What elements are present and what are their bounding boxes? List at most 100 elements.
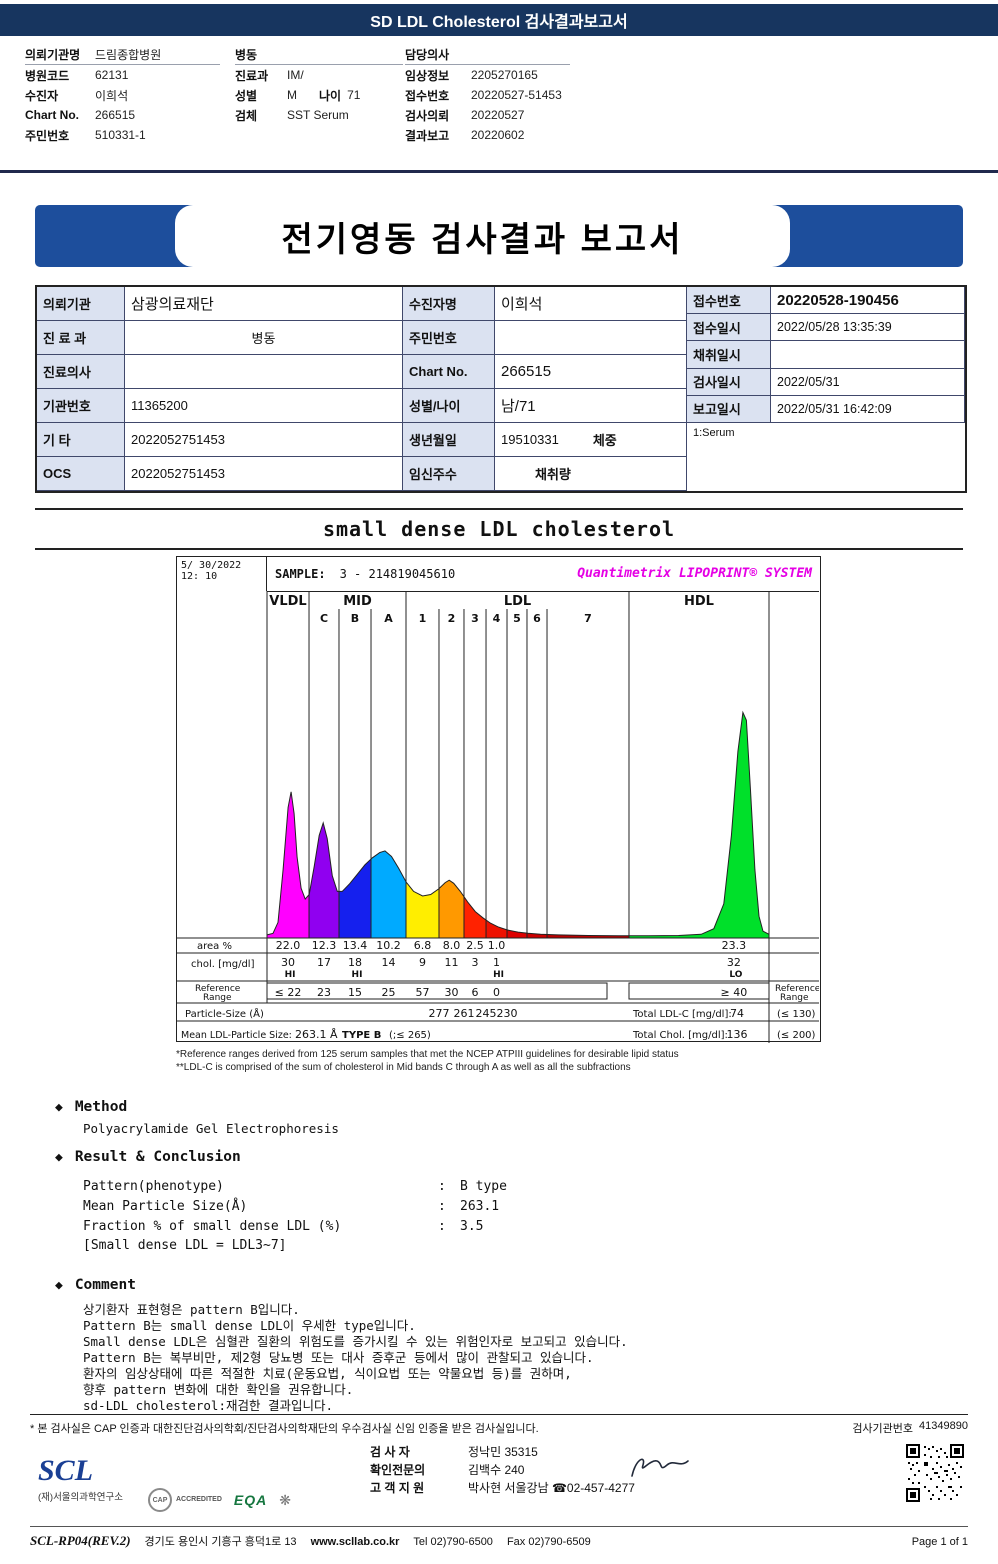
table-label: 진 료 과	[37, 321, 125, 355]
particle-size-value: 230	[497, 1007, 518, 1020]
field-label: 병원코드	[25, 68, 70, 83]
field-label: 의뢰기관명	[25, 47, 81, 62]
band-ref-value: 30	[444, 986, 458, 999]
comment-line: 환자의 임상상태에 따른 적절한 치료(운동요법, 식이요법 또는 약물요법 등…	[83, 1366, 572, 1381]
table-label: 검사일시	[687, 368, 771, 396]
field-label: 검사의뢰	[405, 108, 450, 123]
band-ref-value: ≤ 22	[275, 986, 302, 999]
band-area-value: 12.3	[312, 939, 337, 952]
table-label: 진료의사	[37, 355, 125, 389]
field-label: 진료과	[235, 68, 269, 83]
result-rows: Pattern(phenotype) : B type Mean Particl…	[83, 1176, 965, 1236]
footnote-line: **LDL-C is comprised of the sum of chole…	[176, 1062, 631, 1073]
qr-code	[906, 1444, 964, 1502]
chart-date: 5/ 30/2022	[181, 560, 242, 571]
mean-particle-ref: (;≤ 265)	[389, 1030, 431, 1041]
svg-text:Reference: Reference	[775, 984, 819, 994]
mean-particle-flag: TYPE B	[342, 1030, 381, 1041]
field-row: 담당의사	[405, 44, 570, 65]
chart-footnotes: *Reference ranges derived from 125 serum…	[176, 1048, 986, 1074]
field-label: 주민번호	[25, 128, 70, 143]
section-title: small dense LDL cholesterol	[35, 508, 963, 550]
band-flag: HI	[352, 970, 363, 980]
field-value: 62131	[95, 68, 129, 82]
report-table-left: 의뢰기관 삼광의료재단 수진자명 이희석 진 료 과 병동 주민번호 진료의사 …	[37, 287, 687, 491]
method-heading: ◆ Method	[55, 1099, 128, 1115]
band-sub-label: 5	[513, 612, 521, 625]
table-value: 2022052751453	[125, 457, 403, 491]
field-label: Chart No.	[25, 108, 79, 122]
page-number: Page 1 of 1	[911, 1536, 968, 1548]
band-sub-label: 3	[471, 612, 479, 625]
certification-row: * 본 검사실은 CAP 인증과 대한진단검사의학회/진단검사의학재단의 우수검…	[30, 1420, 968, 1436]
comment-line: sd-LDL cholesterol:재검한 결과입니다.	[83, 1398, 334, 1413]
band-chol-value: 30	[281, 956, 295, 969]
table-value: 이희석	[495, 287, 687, 321]
band-ref-value: 15	[348, 986, 362, 999]
field-row: 병동	[235, 44, 403, 65]
electrophoresis-banner: 전기영동 검사결과 보고서	[35, 205, 963, 267]
field-label: 검체	[235, 108, 258, 123]
signature	[631, 1458, 689, 1477]
field-value: SST Serum	[287, 108, 349, 122]
field-row: Chart No. 266515	[25, 105, 220, 125]
particle-size-value: 277	[428, 1007, 449, 1020]
band-sub-label: 4	[493, 612, 501, 625]
table-value	[771, 341, 965, 369]
band-area-value: 6.8	[414, 939, 432, 952]
sample-value: 3 - 214819045610	[339, 567, 456, 581]
staff-block: 검 사 자 정낙민 35315 확인전문의 김백수 240 고 객 지 원 박사…	[370, 1442, 635, 1496]
band-flag: HI	[493, 970, 504, 980]
lab-fax: Fax 02)790-6509	[506, 1536, 591, 1548]
bottom-divider	[30, 1526, 968, 1527]
band-group-label: LDL	[504, 594, 531, 609]
band-fill	[406, 712, 439, 938]
patient-info-header: 의뢰기관명 드림종합병원 병원코드 62131 수진자 이희석 Chart No…	[25, 44, 975, 170]
result-row: Fraction % of small dense LDL (%) : 3.5	[83, 1218, 484, 1234]
table-label: Chart No.	[403, 355, 495, 389]
band-group-label: VLDL	[269, 594, 306, 609]
serum-note: 1:Serum	[693, 426, 735, 439]
lipoprint-chart-box: 5/ 30/2022 12: 10 SAMPLE: 3 - 2148190456…	[176, 556, 821, 1043]
total-chol-ref: (≤ 200)	[777, 1030, 816, 1041]
scl-subtitle: (재)서울의과학연구소	[38, 1492, 123, 1503]
interpretation-block: ◆ Method Polyacrylamide Gel Electrophore…	[55, 1098, 965, 1414]
result-note: [Small dense LDL = LDL3~7]	[83, 1238, 287, 1253]
chart-header: 5/ 30/2022 12: 10 SAMPLE: 3 - 2148190456…	[177, 557, 820, 591]
field-value: 2205270165	[471, 68, 538, 82]
report-title: SD LDL Cholesterol 검사결과보고서	[370, 14, 628, 31]
field-value: 510331-1	[95, 128, 146, 142]
method-value: Polyacrylamide Gel Electrophoresis	[83, 1121, 339, 1136]
field-row: 진료과 IM/	[235, 65, 403, 85]
band-chol-value: 11	[444, 956, 458, 969]
density-curve	[266, 710, 770, 939]
band-sub-label: A	[384, 612, 393, 625]
row-label-particle: Particle-Size (Å)	[185, 1007, 264, 1020]
org-number: 검사기관번호 41349890	[852, 1420, 968, 1435]
lab-tel: Tel 02)790-6500	[413, 1536, 493, 1548]
chart-time: 12: 10	[181, 571, 218, 582]
field-value: 이희석	[95, 88, 129, 103]
table-label: 의뢰기관	[37, 287, 125, 321]
result-row: Mean Particle Size(Å) : 263.1	[83, 1198, 500, 1214]
band-chol-value: 14	[382, 956, 396, 969]
field-row: 임상정보 2205270165	[405, 65, 685, 85]
band-area-value: 22.0	[276, 939, 301, 952]
table-label: 생년월일	[403, 423, 495, 457]
footer-block: SCL (재)서울의과학연구소 CAP ACCREDITED EQA ❋ 검 사…	[30, 1442, 968, 1524]
header-divider	[0, 170, 998, 173]
field-value: 20220527-51453	[471, 88, 562, 102]
diamond-icon: ◆	[55, 1277, 63, 1293]
report-table-right: 접수번호 20220528-190456 접수일시 2022/05/28 13:…	[687, 287, 965, 491]
comment-line: 상기환자 표현형은 pattern B입니다.	[83, 1302, 300, 1317]
band-ref-value: 57	[415, 986, 429, 999]
lab-address: 경기도 용인시 기흥구 흥덕1로 13	[144, 1536, 297, 1548]
field-value: 266515	[95, 108, 136, 122]
table-value: 20220528-190456	[771, 287, 965, 315]
band-area-value: 1.0	[488, 939, 506, 952]
banner-pill: 전기영동 검사결과 보고서	[175, 205, 790, 267]
band-fill	[309, 712, 339, 938]
field-label: 성별	[235, 88, 258, 103]
band-chol-value: 3	[472, 956, 479, 969]
